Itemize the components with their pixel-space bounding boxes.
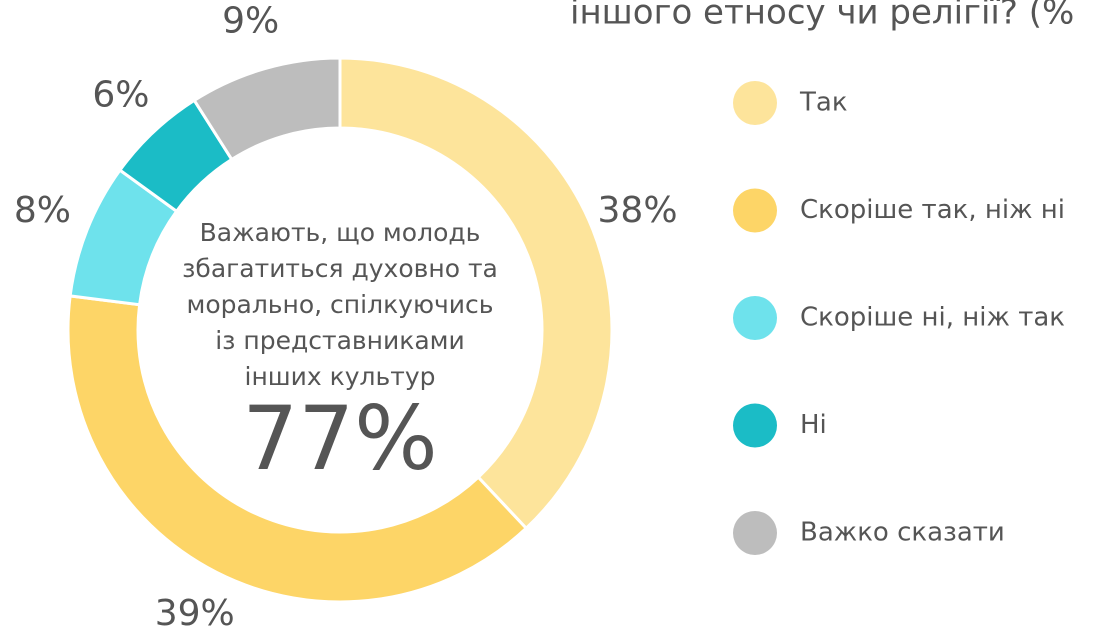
data-label: 39% xyxy=(155,593,235,631)
chart-title: іншого етносу чи релігії? (% xyxy=(570,0,1074,33)
legend-swatch xyxy=(733,403,777,448)
center-text: інших культур xyxy=(245,362,436,391)
center-text: Важають, що молодь xyxy=(200,218,481,247)
center-text: морально, спілкуючись xyxy=(186,290,493,319)
legend-label: Важко сказати xyxy=(800,518,1005,548)
legend-swatch xyxy=(733,296,777,340)
legend-label: Скоріше ні, ніж так xyxy=(800,303,1065,333)
legend-swatch xyxy=(733,188,777,233)
legend-swatch xyxy=(733,81,777,125)
legend-label: Ні xyxy=(800,410,827,440)
donut-segment xyxy=(66,294,529,604)
legend-label: Скоріше так, ніж ні xyxy=(800,195,1065,225)
donut-segment xyxy=(192,56,342,162)
data-label: 9% xyxy=(222,1,279,42)
legend-label: Так xyxy=(799,88,848,118)
data-label: 38% xyxy=(598,190,678,231)
data-label: 6% xyxy=(92,75,149,116)
center-value: 77% xyxy=(242,387,438,490)
center-text: збагатиться духовно та xyxy=(182,254,498,283)
donut-segment xyxy=(338,56,614,531)
center-text: із представниками xyxy=(215,326,465,355)
legend-swatch xyxy=(733,511,777,555)
data-label: 8% xyxy=(14,190,71,231)
